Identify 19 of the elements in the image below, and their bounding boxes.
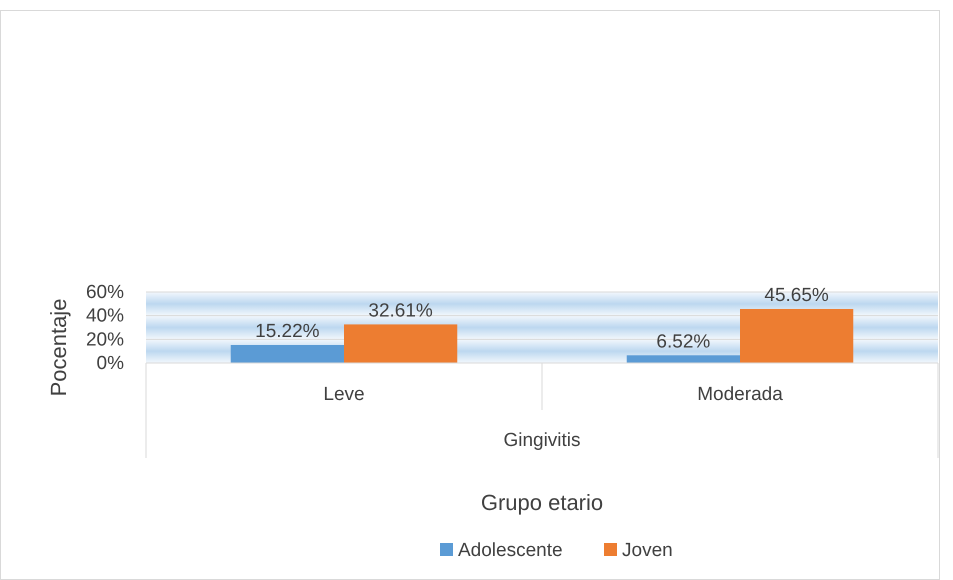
bar (344, 324, 458, 363)
y-axis-title: Pocentaje (46, 298, 71, 396)
y-tick-label: 40% (86, 306, 124, 327)
data-label: 6.52% (656, 331, 710, 352)
x-tick-label: Leve (323, 384, 365, 405)
x-tick-label: Moderada (697, 384, 784, 405)
bar (626, 355, 740, 363)
y-tick-label: 60% (86, 282, 124, 303)
data-label: 15.22% (255, 320, 320, 342)
legend-label: Joven (622, 540, 673, 561)
legend-label: Adolescente (458, 540, 563, 561)
bar (740, 308, 854, 363)
bar (230, 344, 344, 363)
x-axis-title: Grupo etario (480, 490, 604, 515)
data-label: 45.65% (764, 284, 829, 306)
y-tick-label: 0% (96, 353, 124, 374)
y-tick-label: 20% (86, 329, 124, 350)
data-label: 32.61% (368, 300, 433, 322)
text: Gingivitis (503, 430, 581, 451)
